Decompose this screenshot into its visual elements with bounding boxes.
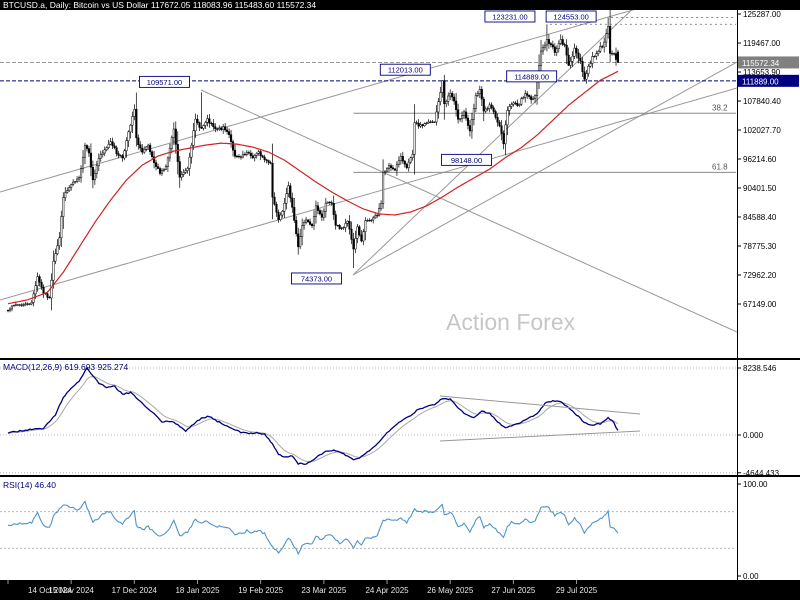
price-callout-text: 123231.00 [492, 13, 527, 22]
svg-text:115572.34: 115572.34 [742, 59, 780, 68]
rsi-label: RSI(14) 46.40 [3, 480, 56, 490]
price-tick-label: 125287.00 [743, 10, 781, 19]
svg-text:RSI(14) 46.40: RSI(14) 46.40 [3, 480, 56, 490]
date-label: 19 Feb 2025 [238, 586, 283, 595]
price-callout[interactable]: 74373.00 [291, 272, 342, 285]
price-tick-label: 113653.90 [743, 68, 781, 77]
axis-column-bg [737, 10, 800, 580]
date-label: 24 Apr 2025 [365, 586, 409, 595]
macd-main-line [7, 366, 619, 465]
macd-trendline[interactable] [439, 430, 641, 442]
price-tick-label: 84588.40 [743, 213, 777, 222]
svg-text:111889.00: 111889.00 [742, 77, 779, 86]
price-callout[interactable]: 109571.00 [139, 75, 190, 88]
price-tick-label: 119467.00 [743, 39, 781, 48]
price-tick-label: 96214.60 [743, 155, 777, 164]
title-bar: BTCUSD.a, Daily: Bitcoin vs US Dollar 11… [3, 0, 316, 10]
trendline[interactable] [0, 87, 737, 301]
price-callout[interactable]: 112013.00 [379, 63, 431, 76]
rsi-name: RSI(14) [3, 480, 32, 490]
rsi-line [7, 500, 619, 556]
svg-text:BTCUSD.a, Daily: Bitcoin vs US: BTCUSD.a, Daily: Bitcoin vs US Dollar 11… [3, 0, 316, 10]
macd-tick-label: 0.000 [743, 431, 764, 440]
svg-text:MACD(12,26,9) 619.693 925.274: MACD(12,26,9) 619.693 925.274 [3, 362, 129, 372]
current-price-tag: 115572.34 [738, 56, 799, 69]
macd-values: 619.693 925.274 [62, 362, 128, 372]
rsi-tick-label: 0.00 [743, 572, 759, 581]
quote-ohlc: 117672.05 118083.96 115483.60 115572.34 [148, 0, 316, 10]
trendline[interactable] [352, 61, 737, 276]
price-callout-text: 98148.00 [451, 156, 482, 165]
macd-panel-bg [0, 360, 737, 475]
date-label: 17 Dec 2024 [112, 586, 158, 595]
macd-label: MACD(12,26,9) 619.693 925.274 [3, 362, 129, 372]
rsi-value: 46.40 [32, 480, 56, 490]
price-tick-label: 90401.50 [743, 184, 777, 193]
rsi-panel-bg [0, 477, 737, 580]
price-callout[interactable]: 98148.00 [441, 153, 492, 166]
watermark: Action Forex [446, 309, 576, 335]
price-callout[interactable]: 123231.00 [484, 10, 536, 23]
window-title: BTCUSD.a, Daily: Bitcoin vs US Dollar [3, 0, 149, 10]
moving-average-line [7, 70, 619, 305]
fib-level-label: 61.8 [712, 162, 728, 171]
price-callout[interactable]: 124553.00 [545, 10, 597, 23]
price-callout-text: 74373.00 [301, 274, 332, 283]
price-tick-label: 102027.70 [743, 126, 781, 135]
panel-splitter[interactable] [0, 475, 800, 477]
trendline[interactable] [200, 89, 737, 333]
macd-axis: 8238.546 0.000 -4644.433 [737, 364, 780, 478]
price-callout-text: 114889.00 [514, 72, 549, 81]
fib-level-label: 38.2 [712, 103, 728, 112]
price-callout-text: 124553.00 [553, 13, 588, 22]
price-tick-label: 72962.20 [743, 271, 777, 280]
price-tick-label: 67149.00 [743, 300, 777, 309]
macd-tick-label: 8238.546 [743, 364, 777, 373]
date-label: 26 May 2025 [427, 586, 474, 595]
rsi-panel[interactable] [0, 500, 736, 556]
date-label: 15 Nov 2024 [48, 586, 94, 595]
macd-panel[interactable] [0, 366, 736, 474]
date-label: 18 Jan 2025 [175, 586, 220, 595]
date-label: 23 Mar 2025 [301, 586, 346, 595]
candles [6, 10, 620, 313]
price-tick-label: 78775.30 [743, 242, 777, 251]
date-label: 14 Oct 2024 [28, 586, 72, 595]
top-strip [0, 0, 800, 10]
chart-objects[interactable]: 109571.00 112013.00 123231.00 124553.00 1148… [139, 10, 597, 285]
price-tick-label: 107840.40 [743, 97, 781, 106]
price-axis[interactable]: 125287.00 119467.00 113653.90 107840.40 1020… [737, 10, 799, 309]
macd-trendline[interactable] [439, 395, 641, 415]
macd-name: MACD(12,26,9) [3, 362, 62, 372]
price-callout[interactable]: 114889.00 [506, 70, 558, 83]
bottom-strip [0, 580, 800, 600]
main-price-chart[interactable]: Action Forex 38.2 61.8 [0, 0, 737, 335]
date-label: 29 Jul 2025 [556, 586, 598, 595]
panel-splitter[interactable] [0, 358, 800, 360]
price-callout-text: 112013.00 [388, 66, 423, 75]
price-callout-text: 109571.00 [147, 78, 182, 87]
date-label: 27 Jun 2025 [491, 586, 536, 595]
rsi-tick-label: 100.00 [743, 480, 768, 489]
macd-tick-label: -4644.433 [743, 469, 780, 478]
rsi-axis: 100.00 0.00 [737, 480, 768, 581]
hline-price-tag: 111889.00 [738, 74, 799, 87]
